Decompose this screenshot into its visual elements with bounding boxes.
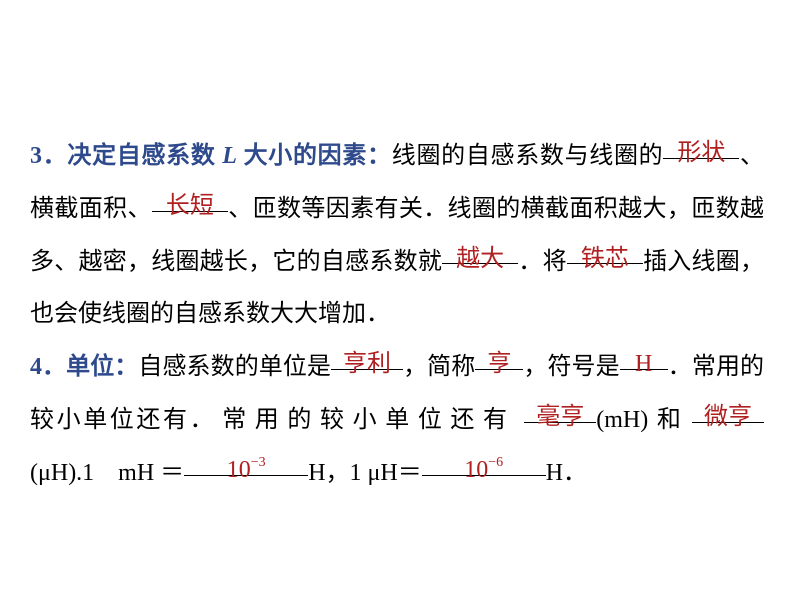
- item-4-text-7: H，1 μH＝: [308, 460, 422, 486]
- spaced-text: ．常用的较小单位还有: [190, 407, 516, 433]
- item-3-text-4: ．将: [518, 249, 567, 275]
- content-area: 3．决定自感系数 L 大小的因素：线圈的自感系数与线圈的形状、横截面积、长短、匝…: [30, 130, 764, 500]
- blank-core: 铁芯: [567, 236, 643, 265]
- uh-exp: −6: [488, 455, 503, 470]
- mh-exp: −3: [251, 455, 266, 470]
- item-3-number: 3．: [30, 143, 67, 169]
- blank-length: 长短: [152, 183, 228, 212]
- answer-H: H: [635, 338, 652, 391]
- answer-uh: 微亨: [704, 391, 752, 444]
- item-4: 4．单位：自感系数的单位是亨利，简称亨，符号是H．常用的较小单位还有．常用的较小…: [30, 341, 764, 499]
- blank-bigger: 越大: [442, 236, 518, 265]
- blank-henry: 亨利: [331, 341, 403, 370]
- answer-mh-val: 10−3: [227, 444, 266, 497]
- answer-henry: 亨利: [343, 338, 391, 391]
- blank-uh-val: 10−6: [422, 447, 546, 476]
- answer-core: 铁芯: [581, 233, 629, 286]
- item-4-number: 4．: [30, 354, 66, 380]
- item-3: 3．决定自感系数 L 大小的因素：线圈的自感系数与线圈的形状、横截面积、长短、匝…: [30, 130, 764, 341]
- var-L: L: [222, 143, 237, 169]
- item-4-text-8: H．: [546, 460, 587, 486]
- item-4-text-6: (μH).1 mH ＝: [30, 460, 184, 486]
- blank-H: H: [620, 341, 668, 370]
- item-3-title-1: 决定自感系数: [67, 143, 222, 169]
- item-4-title: 单位：: [66, 354, 138, 380]
- uh-base: 10: [464, 457, 488, 483]
- mh-base: 10: [227, 457, 251, 483]
- blank-heng: 亨: [475, 341, 523, 370]
- item-3-text-1: 线圈的自感系数与线圈的: [392, 143, 664, 169]
- blank-mh-val: 10−3: [184, 447, 308, 476]
- answer-heng: 亨: [487, 338, 511, 391]
- item-4-text-5: (mH) 和: [596, 407, 692, 433]
- answer-length: 长短: [166, 180, 214, 233]
- blank-uh: 微亨: [692, 394, 764, 423]
- item-3-title-2: 大小的因素：: [237, 143, 392, 169]
- item-4-text-3: ，符号是: [523, 354, 619, 380]
- answer-uh-val: 10−6: [464, 444, 503, 497]
- answer-shape: 形状: [677, 127, 725, 180]
- answer-bigger: 越大: [456, 233, 504, 286]
- blank-mh: 毫亨: [524, 394, 596, 423]
- item-4-text-2: ，简称: [403, 354, 475, 380]
- answer-mh: 毫亨: [536, 391, 584, 444]
- blank-shape: 形状: [663, 130, 739, 159]
- item-4-text-1: 自感系数的单位是: [138, 354, 331, 380]
